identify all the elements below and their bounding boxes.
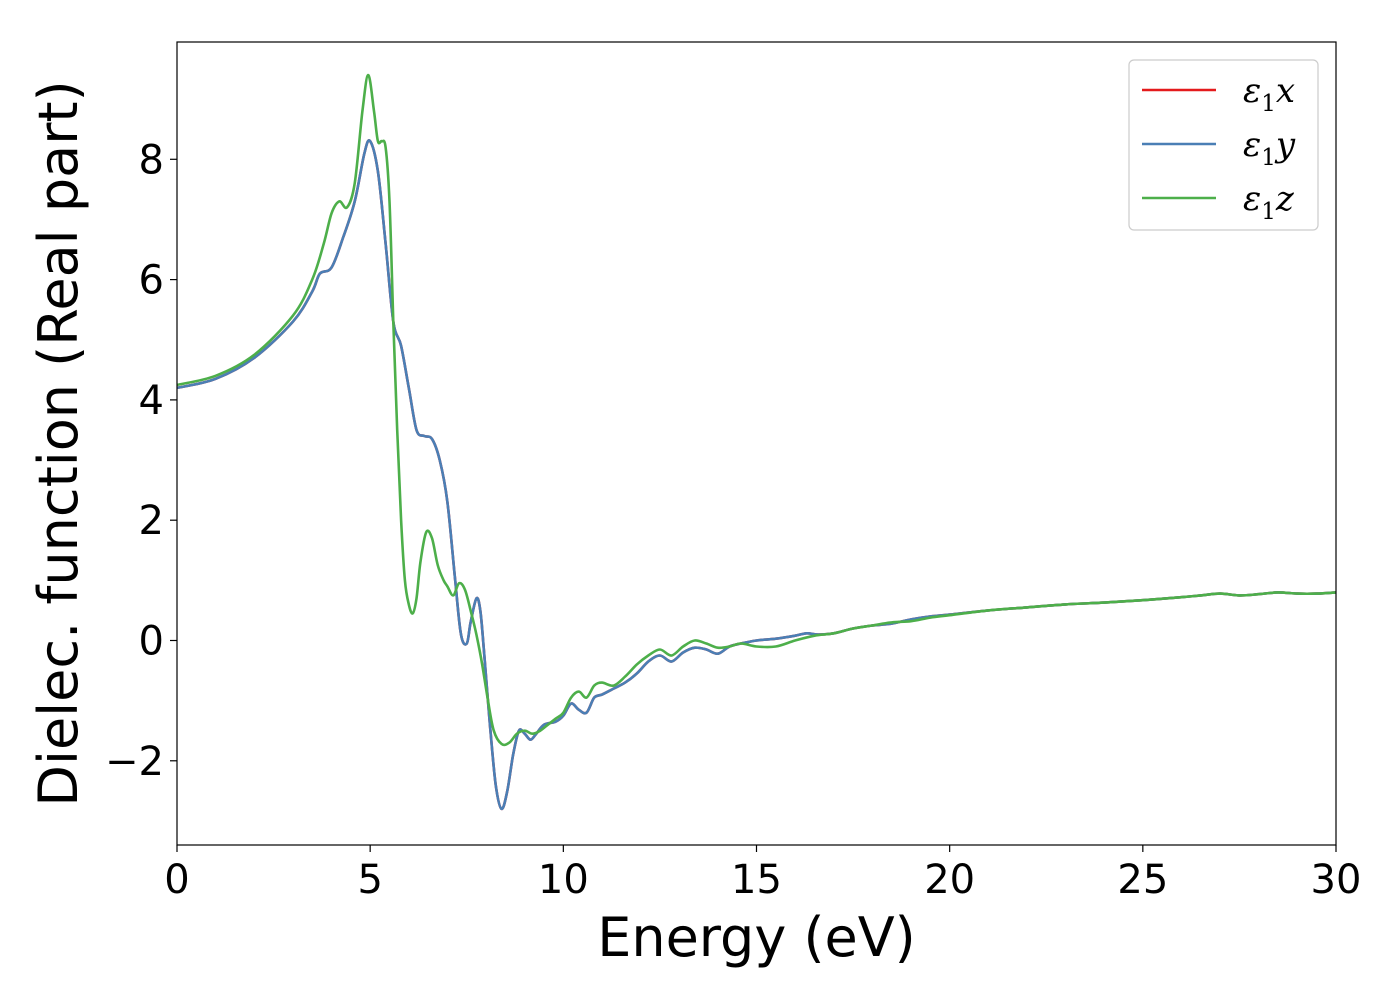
- y-tick-label: −2: [105, 739, 164, 785]
- y-tick-label: 4: [139, 378, 164, 424]
- x-tick-label: 25: [1117, 857, 1168, 903]
- y-axis-title: Dielec. function (Real part): [27, 80, 90, 806]
- x-tick-label: 30: [1311, 857, 1362, 903]
- y-tick-label: 2: [139, 498, 164, 544]
- y-tick-label: 6: [139, 258, 164, 304]
- x-axis: 0 5 10 15 20 25 30: [164, 845, 1361, 903]
- legend: ε1x ε1y ε1z: [1128, 59, 1319, 231]
- y-axis: −2 0 2 4 6 8: [105, 137, 177, 785]
- x-tick-label: 20: [924, 857, 975, 903]
- x-tick-label: 10: [538, 857, 589, 903]
- y-tick-label: 8: [139, 137, 164, 183]
- legend-box: [1128, 59, 1319, 231]
- legend-label-x: ε1x: [1243, 71, 1295, 117]
- legend-label-y: ε1y: [1243, 125, 1296, 171]
- legend-label-z: ε1z: [1243, 179, 1295, 225]
- y-tick-label: 0: [139, 618, 164, 664]
- series-line-z: [176, 73, 1337, 747]
- x-tick-label: 15: [731, 857, 782, 903]
- x-tick-label: 0: [164, 857, 189, 903]
- x-tick-label: 5: [357, 857, 382, 903]
- x-axis-title: Energy (eV): [597, 906, 916, 969]
- series-lines: [176, 73, 1337, 811]
